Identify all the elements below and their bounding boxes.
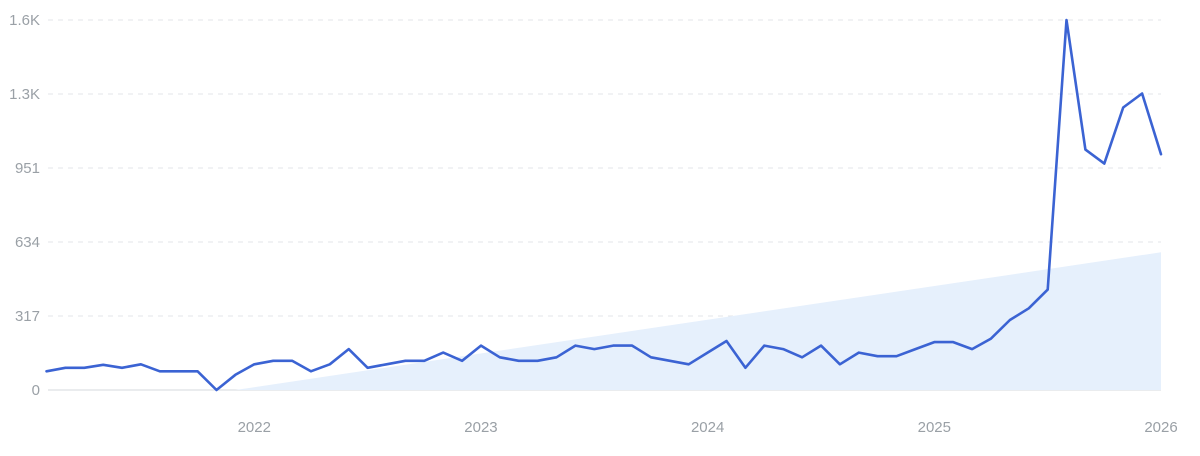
data-point [82,366,86,370]
data-point [233,373,237,377]
data-point [876,354,880,358]
data-point [743,366,747,370]
x-tick-label: 2026 [1144,419,1177,436]
data-point [139,362,143,366]
y-tick-label: 634 [15,234,40,251]
data-point [573,344,577,348]
data-point [158,369,162,373]
y-tick-label: 1.3K [9,86,40,103]
data-point [668,359,672,363]
y-axis-tick-labels: 0 317 634 951 1.3K 1.6K [9,12,40,399]
data-point [819,344,823,348]
data-point [611,344,615,348]
data-point [1046,288,1050,292]
data-point [989,337,993,341]
data-point [517,359,521,363]
data-point [460,359,464,363]
data-point [1065,18,1069,22]
y-tick-label: 951 [15,160,40,177]
data-point [101,363,105,367]
data-point [422,359,426,363]
data-point [252,362,256,366]
data-point [403,359,407,363]
x-axis-tick-labels: 2022 2023 2024 2025 2026 [238,419,1178,436]
data-point [1083,148,1087,152]
data-point [441,351,445,355]
data-point [366,366,370,370]
data-point [479,344,483,348]
data-point [649,355,653,359]
data-point [913,347,917,351]
data-point [536,359,540,363]
data-point [762,344,766,348]
data-point [1140,92,1144,96]
data-point [120,366,124,370]
data-point [1159,152,1163,156]
data-point [592,347,596,351]
data-point [1121,106,1125,110]
data-point [970,347,974,351]
data-point [781,347,785,351]
data-point [706,351,710,355]
x-tick-label: 2023 [464,419,497,436]
data-point [177,369,181,373]
series-line-layer [45,18,1163,392]
data-point [347,347,351,351]
data-point [196,369,200,373]
data-point [932,340,936,344]
data-point [45,369,49,373]
x-tick-label: 2022 [238,419,271,436]
data-point [290,359,294,363]
data-point [498,355,502,359]
data-point [630,344,634,348]
data-point [687,362,691,366]
data-point [800,355,804,359]
data-point [385,362,389,366]
data-point [1027,306,1031,310]
data-point [328,362,332,366]
y-tick-label: 1.6K [9,12,40,29]
data-point [857,351,861,355]
x-tick-label: 2024 [691,419,724,436]
data-point [725,339,729,343]
data-point [63,366,67,370]
trend-area-layer [235,252,1161,390]
data-point [951,340,955,344]
data-point [309,369,313,373]
data-point [215,388,219,392]
x-tick-label: 2025 [918,419,951,436]
y-tick-label: 317 [15,308,40,325]
series-line [45,18,1163,392]
data-point [271,359,275,363]
y-tick-label: 0 [32,382,40,399]
trend-area [235,252,1161,390]
data-point [838,362,842,366]
data-point [555,355,559,359]
data-point [895,354,899,358]
data-point [1102,162,1106,166]
data-point [1008,318,1012,322]
